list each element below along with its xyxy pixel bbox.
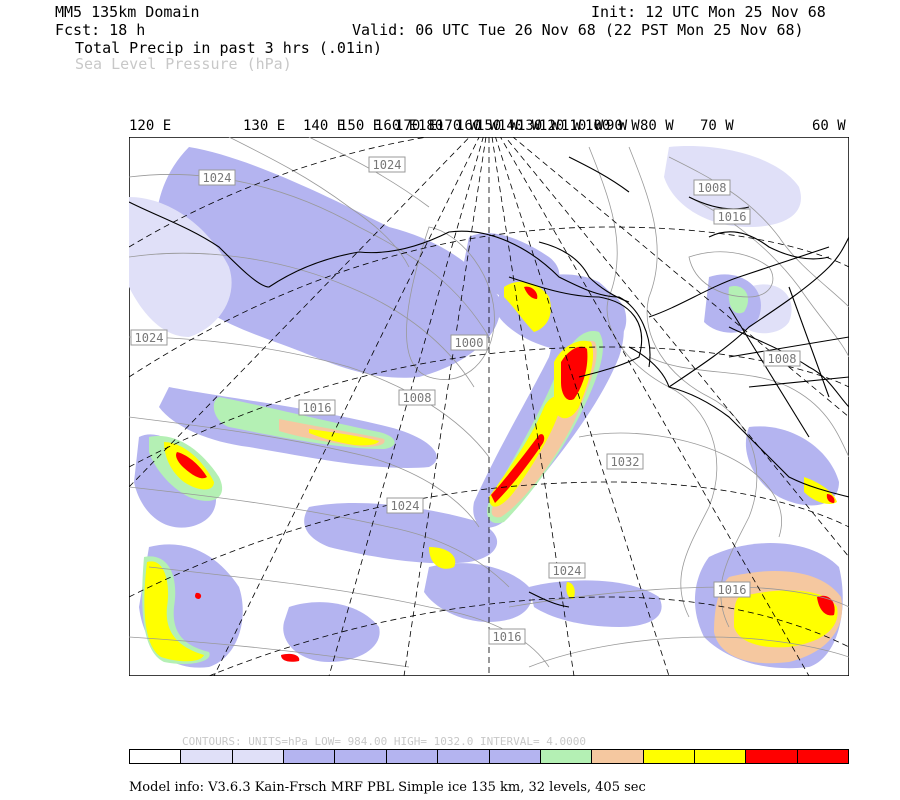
precip-shading [129, 146, 843, 669]
precip-area [424, 563, 532, 622]
svg-text:1024: 1024 [203, 171, 232, 185]
field-precip-title: Total Precip in past 3 hrs (.01in) [75, 39, 383, 57]
colorbar-swatch [797, 750, 849, 763]
precip-area [281, 653, 300, 662]
isobar-label: 1024 [130, 329, 168, 346]
precip-area [155, 147, 501, 378]
isobar-label: 1024 [548, 562, 586, 579]
colorbar-swatch [181, 750, 233, 763]
precip-area [195, 592, 202, 599]
precip-area [734, 590, 838, 648]
precip-area [429, 547, 456, 569]
colorbar-swatch [386, 750, 439, 763]
lon-label: 120 E [129, 118, 172, 134]
precip-area [826, 494, 835, 503]
colorbar-swatch [694, 750, 747, 763]
isobar-label: 1016 [713, 581, 751, 598]
isobar-label: 1016 [488, 628, 526, 645]
lon-label: 60 W [812, 118, 846, 134]
isobar-label: 1024 [368, 156, 406, 173]
colorbar-swatch [746, 750, 798, 763]
colorbar-swatch [592, 750, 644, 763]
init-time: Init: 12 UTC Mon 25 Nov 68 [591, 3, 826, 21]
lon-label: 140 E [303, 118, 346, 134]
lon-label: 150 E [339, 118, 382, 134]
isobar-label: 1016 [298, 399, 336, 416]
lon-label: 130 W [517, 118, 560, 134]
precip-area [817, 595, 835, 616]
colorbar-swatch [284, 750, 336, 763]
isobar-label: 1008 [398, 389, 436, 406]
lon-label: 150 W [476, 118, 519, 134]
lon-label: 160 E [375, 118, 418, 134]
isobar-label: 1016 [713, 208, 751, 225]
lon-label: 110 W [561, 118, 604, 134]
precip-area [529, 580, 662, 627]
colorbar-swatch [232, 750, 285, 763]
svg-text:1000: 1000 [455, 336, 484, 350]
precip-area [144, 561, 204, 662]
lon-label: 90 W [606, 118, 640, 134]
isobar-label: 1008 [763, 350, 801, 367]
svg-text:1016: 1016 [303, 401, 332, 415]
contours-info: CONTOURS: UNITS=hPa LOW= 984.00 HIGH= 10… [182, 735, 586, 748]
precip-area [664, 146, 801, 227]
precip-area [728, 286, 749, 314]
isobar-label: 1008 [693, 179, 731, 196]
model-info: Model info: V3.6.3 Kain-Frsch MRF PBL Si… [129, 780, 646, 795]
domain-title: MM5 135km Domain [55, 3, 200, 21]
colorbar-swatch [335, 750, 387, 763]
lon-label: 170 W [436, 118, 479, 134]
lon-label: 180 [418, 118, 444, 134]
isobar-label: 1032 [606, 453, 644, 470]
isobar-label: 1024 [386, 497, 424, 514]
field-slp-title: Sea Level Pressure (hPa) [75, 55, 292, 73]
colorbar-swatch [489, 750, 541, 763]
svg-text:1024: 1024 [135, 331, 164, 345]
forecast-map: 1024 1024 1024 1008 1016 1000 1008 1008 … [129, 137, 849, 676]
svg-text:1024: 1024 [391, 499, 420, 513]
svg-text:1024: 1024 [373, 158, 402, 172]
isobar-labels: 1024 1024 1024 1008 1016 1000 1008 1008 … [130, 156, 801, 645]
forecast-hour: Fcst: 18 h [55, 21, 146, 39]
precip-area [491, 434, 545, 503]
lon-label: 80 W [640, 118, 674, 134]
coastlines [129, 156, 849, 608]
lon-label: 130 E [243, 118, 286, 134]
svg-text:1008: 1008 [768, 352, 797, 366]
lon-label: 170 E [395, 118, 438, 134]
lon-label: 160 W [456, 118, 499, 134]
colorbar-swatch [643, 750, 695, 763]
colorbar-swatch [438, 750, 490, 763]
isobar-label: 1024 [198, 169, 236, 186]
svg-text:1016: 1016 [493, 630, 522, 644]
precip-area [566, 582, 575, 599]
precip-area [176, 452, 207, 479]
precip-area [524, 286, 538, 299]
colorbar-swatch [540, 750, 593, 763]
svg-text:1008: 1008 [403, 391, 432, 405]
precip-area [304, 502, 498, 564]
svg-text:1032: 1032 [611, 455, 640, 469]
svg-text:1016: 1016 [718, 210, 747, 224]
valid-time: Valid: 06 UTC Tue 26 Nov 68 (22 PST Mon … [352, 21, 804, 39]
colorbar-swatch [130, 750, 182, 763]
precip-area [283, 602, 380, 662]
precip-area [129, 197, 232, 337]
lon-label: 140 W [498, 118, 541, 134]
lon-label: 120 W [539, 118, 582, 134]
svg-text:1016: 1016 [718, 583, 747, 597]
precip-area [309, 429, 379, 446]
lon-label: 70 W [700, 118, 734, 134]
lon-label: 100 W [585, 118, 628, 134]
precip-area [504, 281, 551, 332]
precip-colorbar [129, 749, 849, 764]
svg-text:1008: 1008 [698, 181, 727, 195]
svg-text:1024: 1024 [553, 564, 582, 578]
isobars [129, 137, 849, 668]
isobar-label: 1000 [450, 334, 488, 351]
